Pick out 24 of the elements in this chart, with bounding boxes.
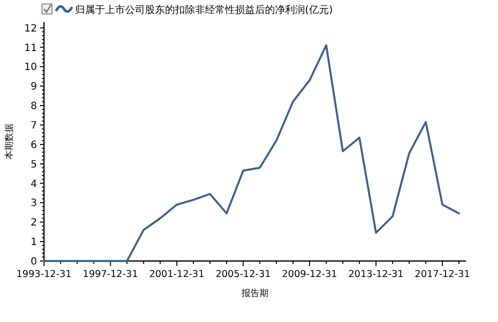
y-tick-label: 12 (24, 23, 37, 34)
y-tick-label: 3 (30, 198, 37, 210)
x-tick-label: 2009-12-31 (282, 269, 338, 280)
x-axis-title: 报告期 (240, 288, 268, 299)
y-tick-label: 9 (30, 82, 37, 93)
y-tick-label: 5 (30, 159, 37, 170)
y-tick-label: 0 (30, 256, 37, 268)
y-tick-label: 2 (30, 218, 37, 229)
legend-label: 归属于上市公司股东的扣除非经常性损益后的净利润(亿元) (75, 4, 333, 16)
y-tick-label: 8 (30, 101, 37, 112)
y-axis-title: 本期数据 (4, 124, 15, 160)
y-tick-label: 10 (24, 62, 37, 74)
x-tick-label: 2013-12-31 (348, 269, 404, 280)
x-tick-label: 2017-12-31 (414, 269, 470, 280)
y-tick-label: 7 (30, 120, 37, 132)
x-tick-label: 1993-12-31 (16, 269, 72, 280)
x-tick-label: 2005-12-31 (216, 269, 271, 280)
y-tick-label: 11 (24, 42, 37, 54)
y-tick-label: 4 (30, 178, 37, 190)
line-series (43, 44, 460, 262)
x-tick-label: 2001-12-31 (149, 269, 204, 280)
x-tick-label: 1997-12-31 (82, 269, 138, 280)
y-tick-label: 1 (30, 237, 37, 248)
y-tick-label: 6 (30, 140, 37, 151)
